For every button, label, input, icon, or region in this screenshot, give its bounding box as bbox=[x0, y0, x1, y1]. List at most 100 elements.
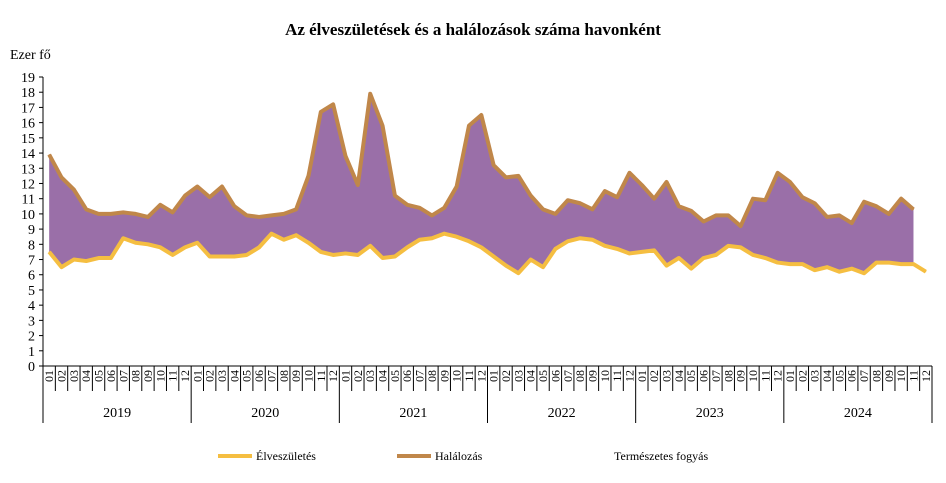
births-point bbox=[270, 233, 272, 235]
births-point bbox=[73, 259, 75, 261]
births-point bbox=[110, 257, 112, 259]
deaths-point bbox=[616, 196, 618, 198]
deaths-point bbox=[270, 214, 272, 216]
deaths-point bbox=[431, 214, 433, 216]
deaths-point bbox=[826, 216, 828, 218]
deaths-point bbox=[480, 114, 482, 116]
births-point bbox=[61, 266, 63, 268]
y-tick-label: 18 bbox=[21, 86, 35, 101]
births-point bbox=[307, 242, 309, 244]
births-point bbox=[925, 271, 927, 273]
deaths-point bbox=[246, 214, 248, 216]
x-tick-label: 03 bbox=[67, 370, 81, 382]
births-point bbox=[666, 265, 668, 267]
births-point bbox=[814, 269, 816, 271]
deaths-point bbox=[888, 213, 890, 215]
legend-item: Természetes fogyás bbox=[614, 449, 708, 463]
x-tick-label: 01 bbox=[190, 370, 204, 382]
deaths-point bbox=[147, 216, 149, 218]
y-tick-label: 12 bbox=[21, 177, 35, 192]
deaths-point bbox=[567, 199, 569, 201]
x-tick-label: 05 bbox=[388, 370, 402, 382]
deaths-point bbox=[690, 210, 692, 212]
deaths-point bbox=[468, 125, 470, 127]
x-tick-label: 10 bbox=[598, 370, 612, 382]
births-point bbox=[172, 254, 174, 256]
x-tick-label: 09 bbox=[585, 370, 599, 382]
births-point bbox=[777, 262, 779, 264]
deaths-point bbox=[98, 213, 100, 215]
year-label: 2023 bbox=[696, 406, 724, 421]
x-tick-label: 01 bbox=[339, 370, 353, 382]
deaths-point bbox=[666, 181, 668, 183]
deaths-point bbox=[357, 184, 359, 186]
deaths-point bbox=[135, 213, 137, 215]
y-axis-label: Ezer fő bbox=[10, 48, 51, 63]
y-tick-label: 9 bbox=[28, 223, 35, 238]
births-point bbox=[690, 268, 692, 270]
x-tick-label: 12 bbox=[919, 370, 933, 382]
births-point bbox=[752, 254, 754, 256]
x-tick-label: 04 bbox=[227, 370, 241, 382]
deaths-point bbox=[221, 186, 223, 188]
y-tick-label: 8 bbox=[28, 238, 35, 253]
deaths-point bbox=[678, 205, 680, 207]
deaths-point bbox=[752, 198, 754, 200]
deaths-point bbox=[283, 213, 285, 215]
births-point bbox=[604, 245, 606, 247]
x-tick-label: 05 bbox=[832, 370, 846, 382]
x-tick-label: 01 bbox=[42, 370, 56, 382]
y-tick-label: 5 bbox=[28, 284, 35, 299]
births-point bbox=[628, 252, 630, 254]
deaths-point bbox=[740, 225, 742, 227]
births-point bbox=[48, 251, 50, 253]
x-tick-label: 11 bbox=[314, 370, 328, 382]
x-tick-label: 08 bbox=[869, 370, 883, 382]
deaths-point bbox=[653, 198, 655, 200]
legend-label: Halálozás bbox=[435, 449, 483, 463]
births-point bbox=[579, 237, 581, 239]
births-point bbox=[678, 257, 680, 259]
deaths-point bbox=[579, 202, 581, 204]
deaths-point bbox=[505, 176, 507, 178]
x-tick-label: 01 bbox=[487, 370, 501, 382]
births-point bbox=[233, 255, 235, 257]
births-point bbox=[332, 254, 334, 256]
births-point bbox=[764, 257, 766, 259]
x-tick-label: 07 bbox=[561, 370, 575, 382]
births-point bbox=[369, 245, 371, 247]
deaths-point bbox=[801, 196, 803, 198]
x-tick-label: 11 bbox=[758, 370, 772, 382]
x-tick-label: 02 bbox=[647, 370, 661, 382]
births-point bbox=[517, 272, 519, 274]
x-tick-label: 11 bbox=[166, 370, 180, 382]
x-tick-label: 02 bbox=[499, 370, 513, 382]
year-label: 2021 bbox=[399, 406, 427, 421]
births-point bbox=[122, 237, 124, 239]
deaths-point bbox=[196, 186, 198, 188]
x-tick-label: 09 bbox=[289, 370, 303, 382]
births-point bbox=[258, 246, 260, 248]
y-tick-label: 11 bbox=[22, 193, 35, 208]
births-point bbox=[912, 263, 914, 265]
x-tick-label: 07 bbox=[709, 370, 723, 382]
x-tick-label: 11 bbox=[906, 370, 920, 382]
births-point bbox=[357, 254, 359, 256]
births-line bbox=[47, 231, 927, 276]
x-tick-label: 02 bbox=[795, 370, 809, 382]
x-tick-label: 09 bbox=[437, 370, 451, 382]
deaths-point bbox=[591, 208, 593, 210]
births-point bbox=[703, 257, 705, 259]
x-tick-label: 11 bbox=[462, 370, 476, 382]
x-tick-label: 04 bbox=[820, 370, 834, 382]
deaths-point bbox=[443, 207, 445, 209]
legend: Élveszületés Halálozás Természetes fogyás bbox=[218, 449, 708, 463]
births-point bbox=[184, 246, 186, 248]
deaths-point bbox=[554, 213, 556, 215]
x-tick-label: 01 bbox=[635, 370, 649, 382]
births-point bbox=[320, 251, 322, 253]
x-tick-label: 04 bbox=[524, 370, 538, 382]
births-point bbox=[900, 263, 902, 265]
x-tick-label: 07 bbox=[264, 370, 278, 382]
deaths-point bbox=[233, 205, 235, 207]
